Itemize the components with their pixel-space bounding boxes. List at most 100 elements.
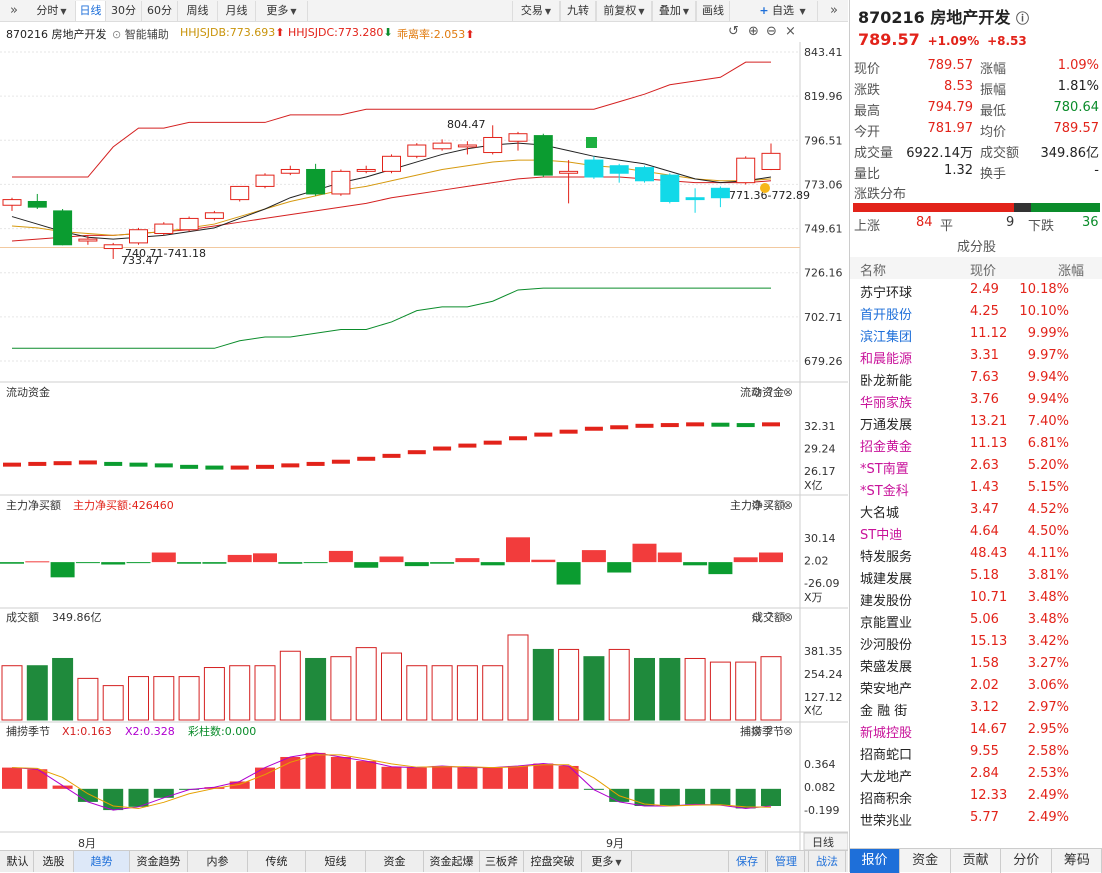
close-icon[interactable]: × [785, 24, 796, 39]
toolbar-tab-5[interactable]: 月线 [218, 1, 256, 21]
liquid-bar [762, 422, 780, 427]
stock-row[interactable]: 特发服务 48.43 4.11% [850, 543, 1102, 565]
bottom-action-2[interactable]: 战法 [808, 851, 846, 872]
toolbar-tab-3[interactable]: 60分 [142, 1, 178, 21]
gear-icon[interactable]: ⚙ [751, 724, 762, 738]
quote-tab-2[interactable]: 贡献 [951, 849, 1002, 873]
stock-row[interactable]: *ST南置 2.63 5.20% [850, 455, 1102, 477]
close-icon[interactable]: ⊗ [783, 498, 793, 512]
stock-row[interactable]: 建发股份 10.71 3.48% [850, 587, 1102, 609]
stock-price: 3.47 [970, 502, 999, 517]
bottom-tab-1[interactable]: 选股 [34, 851, 74, 872]
toolbar-tab-0[interactable]: 分时 ▼ [28, 1, 76, 21]
stock-row[interactable]: 沙河股份 15.13 3.42% [850, 631, 1102, 653]
stock-row[interactable]: 招商积余 12.33 2.49% [850, 785, 1102, 807]
candle-body [382, 155, 401, 172]
toolbar-tab-6[interactable]: 更多 ▼ [256, 1, 308, 21]
stock-row[interactable]: 京能置业 5.06 3.48% [850, 609, 1102, 631]
quote-tab-1[interactable]: 资金 [901, 849, 951, 873]
bottom-tab-7[interactable]: 资金 [366, 851, 424, 872]
quote-pct: +1.09% [927, 34, 980, 48]
stock-row[interactable]: *ST金科 1.43 5.15% [850, 477, 1102, 499]
net-flow-bar [430, 562, 455, 564]
stock-row[interactable]: 招商蛇口 9.55 2.58% [850, 741, 1102, 763]
bottom-tab-9[interactable]: 三板斧 [480, 851, 524, 872]
bottom-tab-3[interactable]: 资金趋势 [130, 851, 188, 872]
stock-row[interactable]: 滨江集团 11.12 9.99% [850, 323, 1102, 345]
stock-change: 5.15% [1027, 480, 1069, 495]
close-icon[interactable]: ⊗ [783, 610, 793, 624]
expand-icon[interactable]: » [830, 3, 838, 18]
toolbar-right-4[interactable]: 画线 [696, 1, 730, 21]
help-icon[interactable]: ? [767, 724, 773, 738]
bottom-tab-0[interactable]: 默认 [2, 851, 34, 872]
bottom-tab-8[interactable]: 资金起爆 [424, 851, 480, 872]
net-unit: X万 [804, 591, 823, 604]
stock-row[interactable]: 首开股份 4.25 10.10% [850, 301, 1102, 323]
toolbar-tab-2[interactable]: 30分 [106, 1, 142, 21]
stock-price: 48.43 [970, 546, 1008, 561]
bottom-action-0[interactable]: 保存 [728, 851, 766, 872]
close-icon[interactable]: ⊗ [783, 724, 793, 738]
season-bar [457, 767, 478, 789]
smart-assist-toggle[interactable]: ⊙ 智能辅助 [112, 28, 169, 41]
stock-price: 7.63 [970, 370, 999, 385]
stock-row[interactable]: ST中迪 4.64 4.50% [850, 521, 1102, 543]
stock-row[interactable]: 大名城 3.47 4.52% [850, 499, 1102, 521]
bottom-tab-11[interactable]: 更多 ▼ [582, 851, 632, 872]
bottom-tab-4[interactable]: 内参 [188, 851, 248, 872]
stock-row[interactable]: 金 融 街 3.12 2.97% [850, 697, 1102, 719]
toolbar-right-2[interactable]: 前复权 ▼ [596, 1, 652, 21]
toolbar-tab-1[interactable]: 日线 [76, 1, 106, 21]
help-icon[interactable]: ? [767, 498, 773, 512]
stock-row[interactable]: 招金黄金 11.13 6.81% [850, 433, 1102, 455]
menu-icon[interactable]: » [10, 3, 18, 18]
close-icon[interactable]: ⊗ [783, 385, 793, 399]
stock-change: 3.48% [1027, 590, 1069, 605]
gear-icon[interactable]: ⚙ [751, 610, 762, 624]
quote-tab-4[interactable]: 筹码 [1052, 849, 1102, 873]
kline-chart[interactable]: 843.41 819.96 796.51 773.06 749.61 726.16 702.… [0, 42, 848, 850]
add-icon[interactable]: ⊕ [748, 24, 759, 39]
gear-icon[interactable]: ⚙ [751, 498, 762, 512]
stock-row[interactable]: 苏宁环球 2.49 10.18% [850, 279, 1102, 301]
stock-row[interactable]: 荣盛发展 1.58 3.27% [850, 653, 1102, 675]
toolbar-right-3[interactable]: 叠加 ▼ [652, 1, 696, 21]
toolbar-tab-4[interactable]: 周线 [178, 1, 218, 21]
stock-row[interactable]: 大龙地产 2.84 2.53% [850, 763, 1102, 785]
info-icon[interactable]: ⓘ [1015, 12, 1029, 27]
quote-name: 房地产开发 [930, 8, 1011, 27]
candle-body [533, 135, 553, 176]
stock-row[interactable]: 世荣兆业 5.77 2.49% [850, 807, 1102, 829]
stock-row[interactable]: 和晨能源 3.31 9.97% [850, 345, 1102, 367]
stock-row[interactable]: 万通发展 13.21 7.40% [850, 411, 1102, 433]
bottom-tab-5[interactable]: 传统 [248, 851, 306, 872]
candle-body [331, 170, 351, 195]
signal-b-icon [760, 183, 770, 193]
toolbar-right-1[interactable]: 九转 [560, 1, 596, 21]
toolbar-right-0[interactable]: 交易 ▼ [512, 1, 560, 21]
chevron-down-icon: ▼ [682, 7, 690, 16]
stock-row[interactable]: 新城控股 14.67 2.95% [850, 719, 1102, 741]
chevron-down-icon: ▼ [60, 7, 67, 16]
remove-icon[interactable]: ⊖ [766, 24, 777, 39]
bottom-tab-6[interactable]: 短线 [306, 851, 366, 872]
quote-tab-3[interactable]: 分价 [1002, 849, 1052, 873]
stock-row[interactable]: 华丽家族 3.76 9.94% [850, 389, 1102, 411]
bottom-action-1[interactable]: 管理 [767, 851, 805, 872]
quote-tab-0[interactable]: 报价 [850, 849, 900, 873]
watchlist-button[interactable]: + 自选 ▼ [748, 1, 818, 21]
stock-row[interactable]: 卧龙新能 7.63 9.94% [850, 367, 1102, 389]
help-icon[interactable]: ? [767, 385, 773, 399]
candle-body [508, 133, 528, 142]
bottom-tab-2[interactable]: 趋势 [74, 851, 130, 872]
stock-change: 9.97% [1027, 348, 1069, 363]
candle-body [103, 244, 123, 250]
candle-body [710, 187, 730, 199]
help-icon[interactable]: ? [767, 610, 773, 624]
stock-row[interactable]: 荣安地产 2.02 3.06% [850, 675, 1102, 697]
gear-icon[interactable]: ⚙ [751, 385, 762, 399]
undo-icon[interactable]: ↺ [728, 24, 739, 39]
bottom-tab-10[interactable]: 控盘突破 [524, 851, 582, 872]
stock-row[interactable]: 城建发展 5.18 3.81% [850, 565, 1102, 587]
